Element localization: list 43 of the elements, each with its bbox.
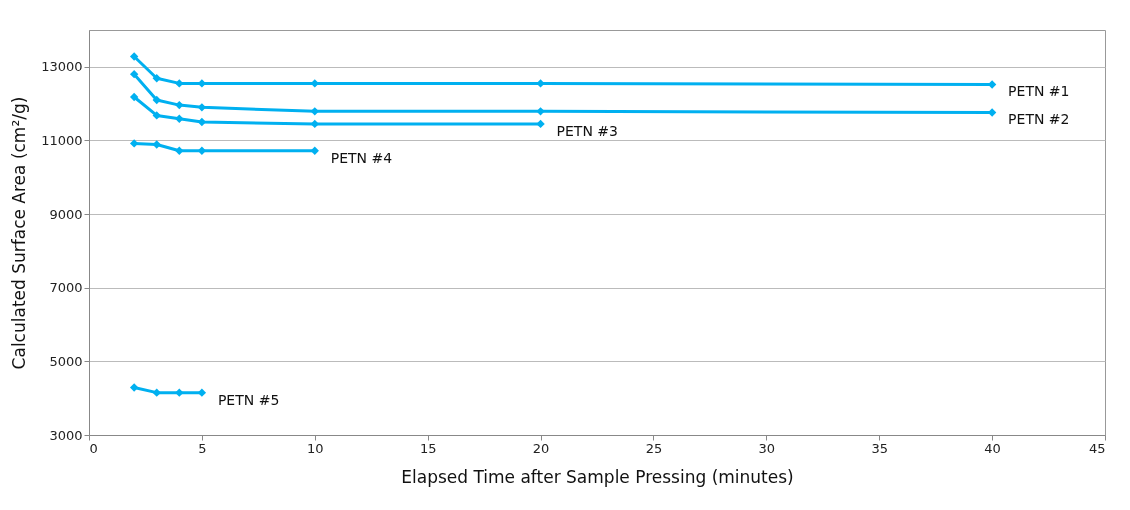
- x-tick-label: 25: [645, 440, 663, 456]
- series-label: PETN #2: [1008, 111, 1070, 128]
- point: [197, 388, 207, 397]
- y-tick-label: 7000: [49, 280, 83, 296]
- series-label: PETN #5: [217, 391, 280, 408]
- y-tick-label: 13000: [41, 59, 83, 75]
- point: [129, 383, 139, 392]
- x-tick-label: 35: [871, 440, 888, 456]
- x-tick-label: 20: [532, 440, 550, 456]
- y-tick-label: 5000: [49, 353, 83, 369]
- point: [310, 146, 319, 155]
- x-tick-label: 5: [198, 440, 207, 456]
- x-tick-label: 10: [307, 440, 324, 456]
- point: [129, 70, 139, 79]
- point: [536, 107, 545, 116]
- x-tick-label: 15: [419, 440, 437, 456]
- y-tick-label: 9000: [49, 206, 83, 222]
- series-label: PETN #3: [556, 122, 618, 139]
- x-tick-label: 45: [1088, 440, 1106, 456]
- x-tick-label: 0: [89, 440, 98, 456]
- point: [175, 100, 184, 110]
- series-label: PETN #4: [330, 149, 393, 166]
- point: [129, 92, 139, 102]
- point: [310, 107, 319, 116]
- y-tick-label: 3000: [49, 427, 83, 443]
- point: [129, 139, 139, 148]
- point: [152, 95, 161, 105]
- y-tick-label: 11000: [41, 132, 83, 148]
- point: [310, 119, 319, 129]
- point: [175, 146, 184, 155]
- point: [152, 388, 161, 397]
- point: [152, 140, 161, 149]
- x-tick-label: 30: [758, 440, 776, 456]
- x-axis-title: Elapsed Time after Sample Pressing (minutes): [401, 466, 794, 487]
- point: [152, 111, 161, 120]
- y-axis-title: Calculated Surface Area (cm²/g): [9, 96, 30, 370]
- series-label: PETN #1: [1008, 83, 1070, 100]
- point: [175, 114, 184, 123]
- point: [175, 388, 184, 397]
- point: [536, 119, 545, 129]
- point: [152, 74, 161, 83]
- x-tick-label: 40: [984, 440, 1001, 456]
- point: [129, 52, 139, 61]
